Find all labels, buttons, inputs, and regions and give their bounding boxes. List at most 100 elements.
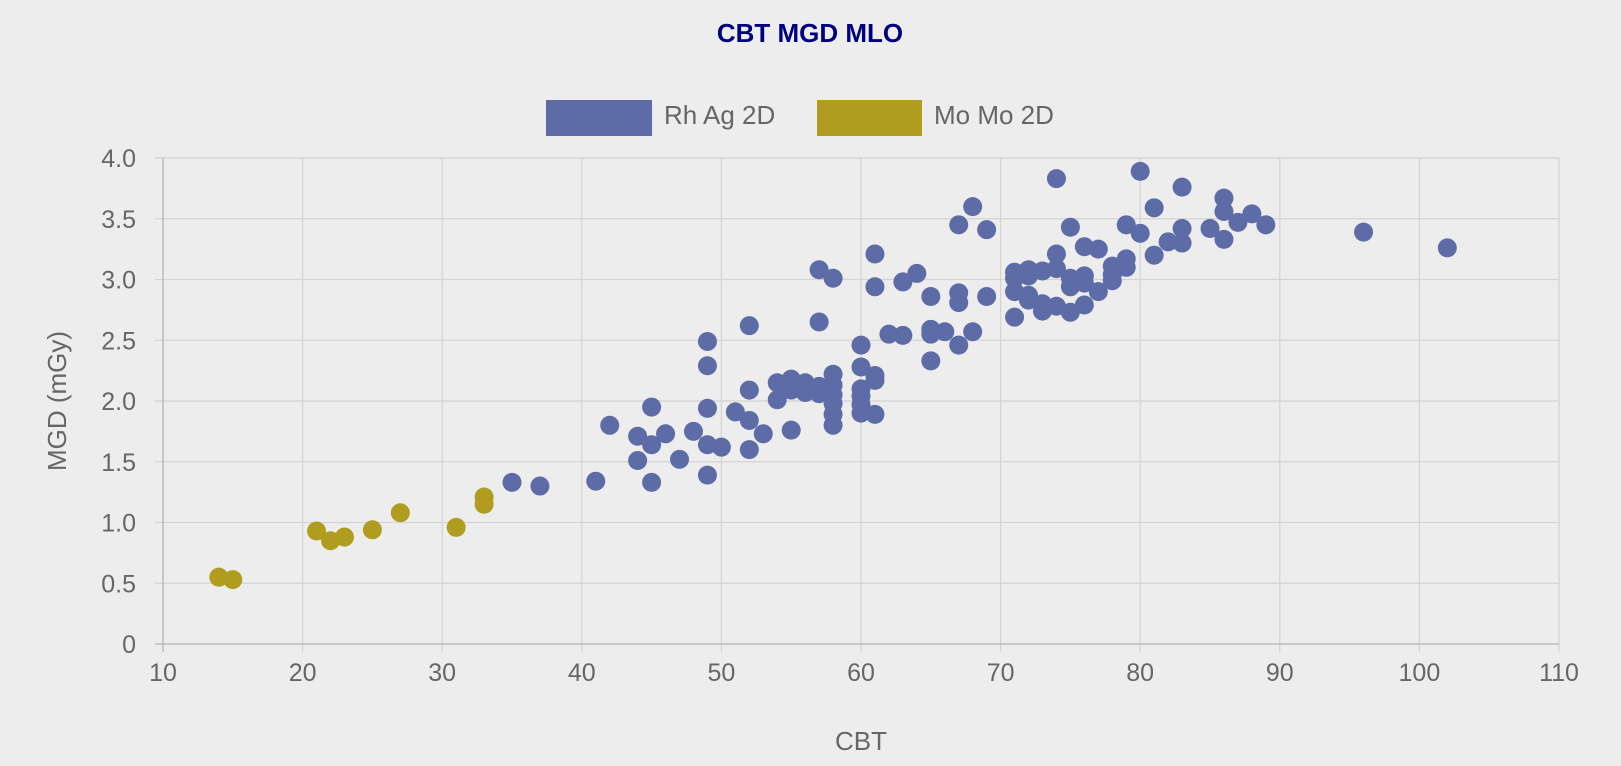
data-point-rh-ag-2d[interactable] — [1116, 249, 1136, 269]
data-point-rh-ag-2d[interactable] — [809, 312, 829, 332]
data-point-mo-mo-2d[interactable] — [390, 503, 410, 523]
data-point-rh-ag-2d[interactable] — [656, 424, 676, 444]
data-point-rh-ag-2d[interactable] — [1046, 244, 1066, 264]
data-point-rh-ag-2d[interactable] — [935, 322, 955, 342]
data-point-mo-mo-2d[interactable] — [223, 570, 243, 590]
data-point-rh-ag-2d[interactable] — [628, 426, 648, 446]
data-point-rh-ag-2d[interactable] — [949, 335, 969, 355]
data-point-rh-ag-2d[interactable] — [879, 324, 899, 344]
data-point-rh-ag-2d[interactable] — [963, 197, 983, 217]
x-tick-label: 40 — [568, 659, 596, 687]
data-point-rh-ag-2d[interactable] — [977, 220, 997, 240]
data-point-rh-ag-2d[interactable] — [697, 465, 717, 485]
data-point-rh-ag-2d[interactable] — [697, 331, 717, 351]
data-point-rh-ag-2d[interactable] — [1200, 218, 1220, 238]
data-point-rh-ag-2d[interactable] — [1088, 239, 1108, 259]
data-point-rh-ag-2d[interactable] — [1074, 295, 1094, 315]
data-point-rh-ag-2d[interactable] — [642, 472, 662, 492]
data-point-rh-ag-2d[interactable] — [893, 272, 913, 292]
data-point-rh-ag-2d[interactable] — [865, 365, 885, 385]
data-point-rh-ag-2d[interactable] — [1214, 229, 1234, 249]
data-point-rh-ag-2d[interactable] — [907, 263, 927, 283]
chart-title: CBT MGD MLO — [717, 18, 903, 48]
data-point-rh-ag-2d[interactable] — [1172, 218, 1192, 238]
data-point-rh-ag-2d[interactable] — [642, 435, 662, 455]
x-tick-label: 10 — [149, 659, 177, 687]
data-point-rh-ag-2d[interactable] — [586, 471, 606, 491]
x-axis-ticks: 10 20 30 40 50 60 70 80 90 100 110 — [149, 659, 1579, 687]
data-point-rh-ag-2d[interactable] — [683, 421, 703, 441]
data-point-rh-ag-2d[interactable] — [963, 322, 983, 342]
data-point-rh-ag-2d[interactable] — [1060, 302, 1080, 322]
data-point-rh-ag-2d[interactable] — [921, 351, 941, 371]
data-point-rh-ag-2d[interactable] — [1060, 217, 1080, 237]
data-point-rh-ag-2d[interactable] — [1172, 177, 1192, 197]
data-point-rh-ag-2d[interactable] — [949, 283, 969, 303]
data-point-rh-ag-2d[interactable] — [781, 420, 801, 440]
data-point-rh-ag-2d[interactable] — [1046, 169, 1066, 189]
data-point-rh-ag-2d[interactable] — [1172, 233, 1192, 253]
data-point-rh-ag-2d[interactable] — [1130, 223, 1150, 243]
data-point-rh-ag-2d[interactable] — [642, 397, 662, 417]
data-point-rh-ag-2d[interactable] — [809, 260, 829, 280]
data-point-rh-ag-2d[interactable] — [1144, 245, 1164, 265]
data-point-rh-ag-2d[interactable] — [739, 316, 759, 336]
data-point-rh-ag-2d[interactable] — [670, 449, 690, 469]
data-point-rh-ag-2d[interactable] — [823, 268, 843, 288]
data-point-rh-ag-2d[interactable] — [977, 287, 997, 307]
data-point-rh-ag-2d[interactable] — [697, 356, 717, 376]
y-axis-title: MGD (mGy) — [42, 331, 72, 471]
legend-item-rh-ag-2d[interactable]: Rh Ag 2D — [546, 100, 775, 136]
data-point-rh-ag-2d[interactable] — [600, 415, 620, 435]
data-point-mo-mo-2d[interactable] — [307, 521, 327, 541]
data-point-rh-ag-2d[interactable] — [1088, 282, 1108, 302]
data-point-rh-ag-2d[interactable] — [1228, 212, 1248, 232]
data-point-rh-ag-2d[interactable] — [530, 476, 550, 496]
data-point-mo-mo-2d[interactable] — [446, 517, 466, 537]
data-point-rh-ag-2d[interactable] — [851, 379, 871, 399]
data-point-rh-ag-2d[interactable] — [1074, 266, 1094, 286]
data-point-rh-ag-2d[interactable] — [502, 472, 522, 492]
data-point-rh-ag-2d[interactable] — [809, 376, 829, 396]
data-point-mo-mo-2d[interactable] — [334, 527, 354, 547]
data-point-rh-ag-2d[interactable] — [851, 357, 871, 377]
data-point-rh-ag-2d[interactable] — [739, 440, 759, 460]
data-point-rh-ag-2d[interactable] — [1214, 201, 1234, 221]
data-point-rh-ag-2d[interactable] — [697, 398, 717, 418]
data-point-rh-ag-2d[interactable] — [1158, 232, 1178, 252]
data-point-rh-ag-2d[interactable] — [711, 437, 731, 457]
data-point-mo-mo-2d[interactable] — [474, 487, 494, 507]
data-point-rh-ag-2d[interactable] — [1130, 161, 1150, 181]
data-point-rh-ag-2d[interactable] — [949, 215, 969, 235]
data-point-rh-ag-2d[interactable] — [767, 390, 787, 410]
data-point-rh-ag-2d[interactable] — [1144, 198, 1164, 218]
data-point-rh-ag-2d[interactable] — [1046, 259, 1066, 279]
data-point-mo-mo-2d[interactable] — [362, 520, 382, 540]
data-point-rh-ag-2d[interactable] — [851, 335, 871, 355]
data-point-rh-ag-2d[interactable] — [1256, 215, 1276, 235]
data-point-rh-ag-2d[interactable] — [1019, 285, 1039, 305]
data-point-rh-ag-2d[interactable] — [628, 451, 648, 471]
data-point-rh-ag-2d[interactable] — [1102, 256, 1122, 276]
data-point-rh-ag-2d[interactable] — [865, 244, 885, 264]
data-point-rh-ag-2d[interactable] — [1005, 307, 1025, 327]
data-point-rh-ag-2d[interactable] — [893, 325, 913, 345]
data-point-rh-ag-2d[interactable] — [1214, 188, 1234, 208]
data-point-rh-ag-2d[interactable] — [823, 364, 843, 384]
data-point-rh-ag-2d[interactable] — [1019, 260, 1039, 280]
series-mo-mo-2d — [209, 487, 494, 590]
data-point-rh-ag-2d[interactable] — [739, 410, 759, 430]
legend-item-mo-mo-2d[interactable]: Mo Mo 2D — [817, 100, 1054, 136]
data-point-rh-ag-2d[interactable] — [1116, 215, 1136, 235]
data-point-rh-ag-2d[interactable] — [725, 402, 745, 422]
data-point-rh-ag-2d[interactable] — [753, 424, 773, 444]
data-point-rh-ag-2d[interactable] — [921, 287, 941, 307]
data-point-rh-ag-2d[interactable] — [1437, 238, 1457, 258]
data-point-rh-ag-2d[interactable] — [865, 277, 885, 297]
data-point-rh-ag-2d[interactable] — [865, 404, 885, 424]
data-point-rh-ag-2d[interactable] — [739, 380, 759, 400]
data-point-rh-ag-2d[interactable] — [1242, 204, 1262, 224]
data-point-rh-ag-2d[interactable] — [1354, 222, 1374, 242]
x-tick-label: 90 — [1266, 659, 1294, 687]
